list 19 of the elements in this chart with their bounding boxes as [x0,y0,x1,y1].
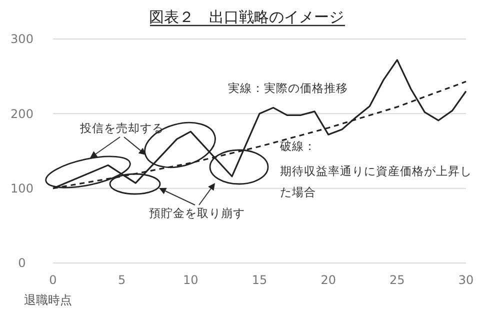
x-tick-label: 5 [118,273,126,287]
x-axis-title: 退職時点 [24,293,72,307]
annotation: 預貯金を取り崩す [149,206,245,220]
x-tick-label: 10 [183,273,198,287]
annotation: た場合 [280,185,316,199]
annotation: 期待収益率通りに資産価格が上昇し [280,164,472,178]
y-tick-label: 200 [10,106,34,121]
y-tick-label: 0 [18,256,26,270]
annotation: 破線： [279,139,316,153]
x-tick-label: 20 [320,273,336,287]
x-tick-label: 25 [390,273,405,287]
x-tick-label: 30 [458,273,474,287]
y-tick-label: 100 [10,182,34,196]
annotation: 投信を売却する [79,121,164,135]
x-tick-label: 0 [49,273,57,287]
y-tick-label: 300 [10,32,34,46]
x-tick-label: 15 [252,273,268,287]
chart-title: 図表２ 出口戦略のイメージ [149,8,344,26]
annotation: 実線：実際の価格推移 [228,81,348,95]
